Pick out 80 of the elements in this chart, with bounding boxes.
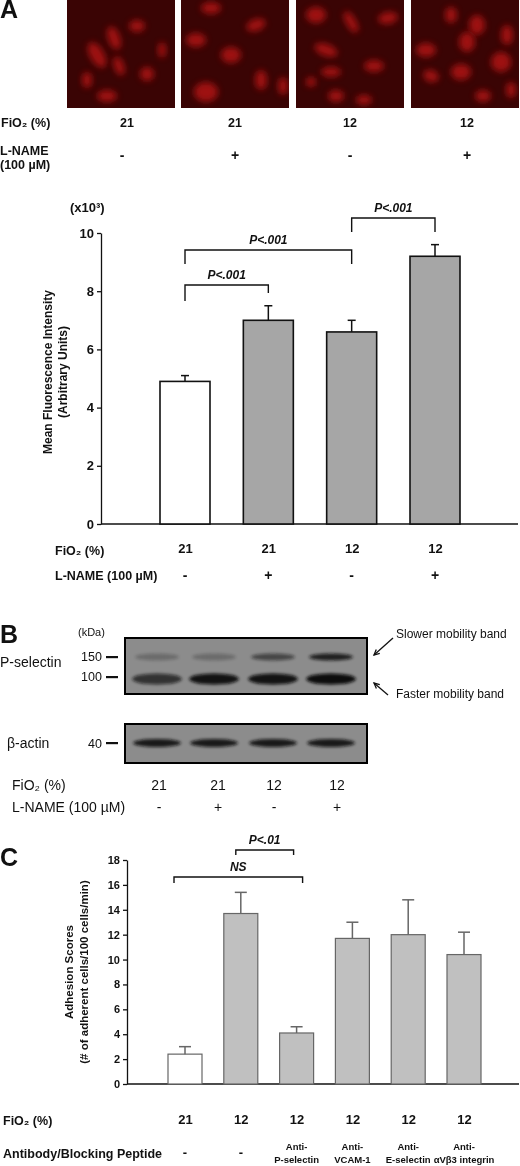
x-tick-label: 12	[344, 541, 360, 557]
y-axis-title: Adhesion Scores (# of adherent cells/100 cells/min)	[63, 880, 90, 1064]
text: Anti- P-selectin	[274, 1141, 320, 1165]
chart-title: C	[0, 843, 19, 871]
x-tick-label: 12	[345, 1112, 361, 1128]
text: B	[0, 620, 19, 648]
text: FiO₂ (%)	[12, 777, 66, 793]
y-tick-label: 16	[107, 878, 120, 891]
y-tick-label: 10	[79, 225, 94, 241]
y-tick-label: 4	[113, 1028, 121, 1041]
text: +	[230, 147, 240, 163]
text: +	[264, 567, 273, 583]
text: L-NAME (100 µM)	[55, 569, 158, 583]
annotation: P<.001	[249, 233, 288, 247]
annotation: P<.001	[207, 268, 247, 282]
y-tick-label: 0	[86, 516, 94, 532]
y-tick-label: 6	[113, 1003, 120, 1016]
text: Anti- αVβ3 integrin	[433, 1141, 495, 1165]
text: +	[213, 799, 223, 815]
text: P-selectin	[0, 654, 62, 670]
y-tick-label: 8	[113, 978, 120, 991]
x-tick-label: 21	[261, 541, 277, 557]
text: -	[182, 567, 188, 583]
text: 40	[88, 737, 102, 751]
y-tick-label: 8	[86, 283, 94, 299]
text: Faster mobility band	[396, 687, 505, 701]
x-tick-label: 21	[178, 1112, 193, 1128]
text: 21	[210, 777, 226, 793]
text: β-actin	[7, 735, 50, 751]
text: (kDa)	[78, 626, 105, 638]
x-tick-label: 12	[457, 1112, 472, 1128]
text: -	[119, 147, 125, 163]
y-tick-label: 0	[113, 1078, 120, 1091]
x-axis-title: FiO₂ (%)	[55, 544, 105, 558]
text: Slower mobility band	[396, 627, 507, 641]
text: (x10³)	[70, 200, 105, 215]
y-tick-label: 4	[86, 400, 95, 416]
y-tick-label: 12	[107, 928, 120, 941]
text: L-NAME (100 µM)	[0, 144, 51, 173]
text: +	[462, 147, 472, 163]
y-tick-label: 18	[107, 854, 120, 867]
x-axis-title: FiO₂ (%)	[3, 1114, 53, 1128]
text: 21	[151, 777, 167, 793]
y-axis-title: Mean Fluorescence Intensity (Arbitrary Units)	[41, 289, 70, 455]
text: -	[238, 1145, 243, 1160]
text: Anti- VCAM-1	[334, 1141, 372, 1165]
text: 21	[228, 116, 242, 130]
text: -	[156, 799, 162, 815]
y-tick-label: 2	[86, 458, 94, 474]
text: L-NAME (100 µM)	[12, 799, 126, 815]
text: +	[430, 567, 440, 583]
y-tick-label: 10	[107, 953, 120, 966]
text: 12	[343, 116, 357, 130]
text: Anti- E-selectin	[385, 1141, 431, 1165]
annotation: NS	[229, 860, 247, 874]
text: 150	[81, 650, 102, 664]
text: -	[347, 147, 353, 163]
x-tick-label: 12	[401, 1112, 416, 1128]
text: 12	[329, 777, 345, 793]
y-tick-label: 14	[107, 903, 121, 916]
text: 12	[460, 116, 474, 130]
text: -	[349, 567, 355, 583]
text: Antibody/Blocking Peptide	[3, 1147, 163, 1161]
text: +	[332, 799, 342, 815]
text: A	[0, 0, 19, 23]
text: 21	[120, 116, 134, 130]
text: P<.001	[374, 201, 413, 215]
y-tick-label: 2	[113, 1053, 120, 1066]
x-tick-label: 12	[234, 1112, 249, 1128]
text: 12	[266, 777, 282, 793]
text: FiO₂ (%)	[1, 116, 51, 130]
x-tick-label: 12	[289, 1112, 305, 1128]
text: 100	[81, 670, 102, 684]
text: P<.01	[248, 833, 281, 847]
x-tick-label: 21	[178, 541, 193, 557]
text: -	[182, 1145, 188, 1160]
text: -	[271, 799, 277, 815]
bar	[279, 1032, 315, 1085]
x-tick-label: 12	[428, 541, 443, 557]
y-tick-label: 6	[86, 342, 94, 358]
